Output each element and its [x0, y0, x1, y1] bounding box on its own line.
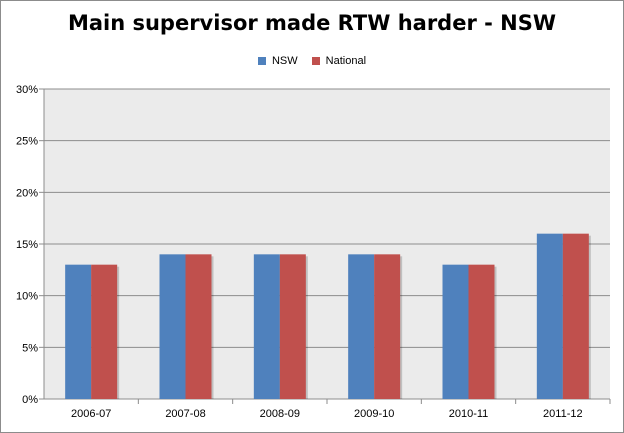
y-tick-label: 0% [22, 394, 38, 406]
bar-nsw [442, 264, 469, 399]
legend-item-nsw: NSW [257, 55, 298, 67]
x-tick-label: 2007-08 [165, 408, 205, 420]
bar-nsw [65, 264, 92, 399]
y-tick-label: 10% [16, 291, 38, 303]
y-tick-label: 25% [16, 136, 38, 148]
bar-national [279, 254, 306, 399]
bar-nsw [536, 233, 563, 399]
y-tick-label: 5% [22, 342, 38, 354]
x-tick-label: 2008-09 [260, 408, 300, 420]
y-tick-label: 15% [16, 239, 38, 251]
x-tick-label: 2009-10 [354, 408, 394, 420]
legend-swatch-national [311, 57, 320, 65]
x-tick-label: 2011-12 [543, 408, 583, 420]
legend-label-nsw: NSW [271, 55, 298, 67]
chart-title: Main supervisor made RTW harder - NSW [67, 11, 557, 35]
legend-item-national: National [311, 55, 367, 67]
legend-label-national: National [325, 55, 367, 67]
bar-national [185, 254, 212, 399]
bar-nsw [253, 254, 280, 399]
bar-national [562, 233, 589, 399]
y-tick-label: 20% [16, 187, 38, 199]
bar-national [468, 264, 495, 399]
x-tick-label: 2010-11 [449, 408, 489, 420]
bar-national [374, 254, 401, 399]
bar-nsw [348, 254, 375, 399]
legend: NSW National [1, 55, 623, 67]
bar-national [91, 264, 118, 399]
x-tick-label: 2006-07 [71, 408, 111, 420]
legend-swatch-nsw [257, 57, 266, 65]
bar-nsw [159, 254, 186, 399]
y-tick-label: 30% [16, 84, 38, 96]
